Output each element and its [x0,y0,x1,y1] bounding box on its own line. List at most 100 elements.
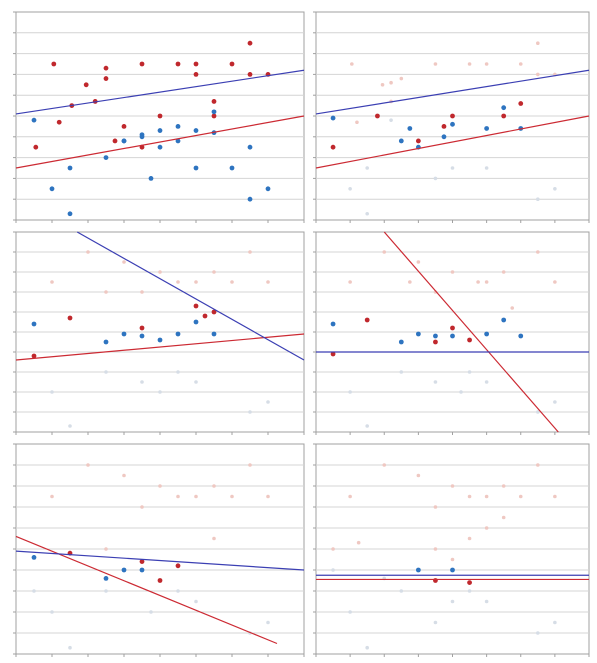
blue-point [157,144,163,150]
red-point [112,138,118,144]
blue-point [193,319,199,325]
red-faded-point [553,494,557,499]
blue-point [121,331,127,337]
red-point [441,124,447,129]
red-faded-point [104,547,108,551]
blue-point [518,333,524,339]
red-point [31,353,37,359]
blue-faded-point [176,589,180,593]
red-point [193,303,199,309]
red-faded-point [450,484,455,488]
blue-point [265,186,271,192]
red-point [83,82,89,88]
red-point [501,113,507,119]
red-faded-point [158,484,162,488]
blue-point [157,128,163,133]
blue-point [139,333,145,339]
blue-faded-point [536,410,540,414]
red-point [103,65,109,71]
blue-point [211,331,217,337]
red-faded-point [484,526,489,530]
blue-point [31,117,37,123]
red-point [211,309,217,315]
blue-faded-point [467,589,472,593]
red-point [229,61,235,67]
red-faded-point [467,536,472,541]
red-fit-line [383,231,559,433]
blue-point [441,134,447,140]
red-faded-point [382,250,387,254]
red-faded-point [50,280,54,284]
red-point [211,113,217,119]
blue-faded-point [104,370,108,374]
blue-point [121,138,127,144]
blue-point [67,211,73,217]
red-faded-point [356,540,361,545]
red-point [433,339,438,345]
blue-faded-point [467,370,472,374]
blue-point [121,567,127,573]
blue-faded-point [484,599,489,604]
red-point [175,563,181,569]
red-faded-point [553,280,557,284]
blue-faded-point [365,424,369,428]
chart-panel-top-left [10,8,308,226]
red-faded-point [212,484,216,488]
red-faded-point [158,270,162,274]
chart-panel-top-right [310,8,593,226]
blue-faded-point [484,166,489,170]
blue-point [103,155,109,161]
blue-faded-point [158,390,162,394]
blue-point [31,555,37,560]
blue-faded-point [450,166,455,170]
red-faded-point [122,260,126,264]
red-faded-point [433,62,438,66]
red-point [193,72,199,77]
red-point [103,76,109,81]
red-point [56,119,62,125]
blue-point [31,321,37,327]
blue-faded-point [553,400,557,404]
blue-point [484,331,490,337]
red-faded-point [416,260,421,264]
blue-faded-point [553,187,557,191]
blue-point [103,576,109,581]
red-point [139,559,145,564]
red-faded-point [212,536,216,541]
blue-point [450,567,455,573]
red-fit-line [315,115,590,169]
red-faded-point [140,505,144,509]
red-faded-point [484,280,489,284]
blue-point [450,121,455,127]
blue-faded-point [331,568,335,572]
red-point [433,578,438,583]
red-point [375,113,380,119]
red-point [518,101,524,106]
red-point [51,61,57,67]
red-point [139,325,145,331]
blue-point [229,165,235,171]
red-faded-point [212,270,216,274]
chart-panel-bottom-right [310,440,593,660]
blue-faded-point [68,424,72,428]
red-point [121,124,127,129]
red-point [415,138,421,144]
red-point [330,351,336,357]
red-fit-line [15,115,305,169]
blue-point [398,339,404,345]
red-faded-point [248,250,252,254]
red-faded-point [230,280,234,284]
blue-fit-line [315,69,590,115]
blue-faded-point [553,620,557,625]
red-point [33,144,39,150]
blue-point [67,165,73,171]
blue-point [103,339,109,345]
red-faded-point [140,290,144,294]
blue-point [484,126,490,131]
red-faded-point [467,494,472,499]
red-faded-point [331,547,335,551]
red-faded-point [350,62,354,66]
blue-faded-point [32,589,36,593]
red-faded-point [248,463,252,467]
